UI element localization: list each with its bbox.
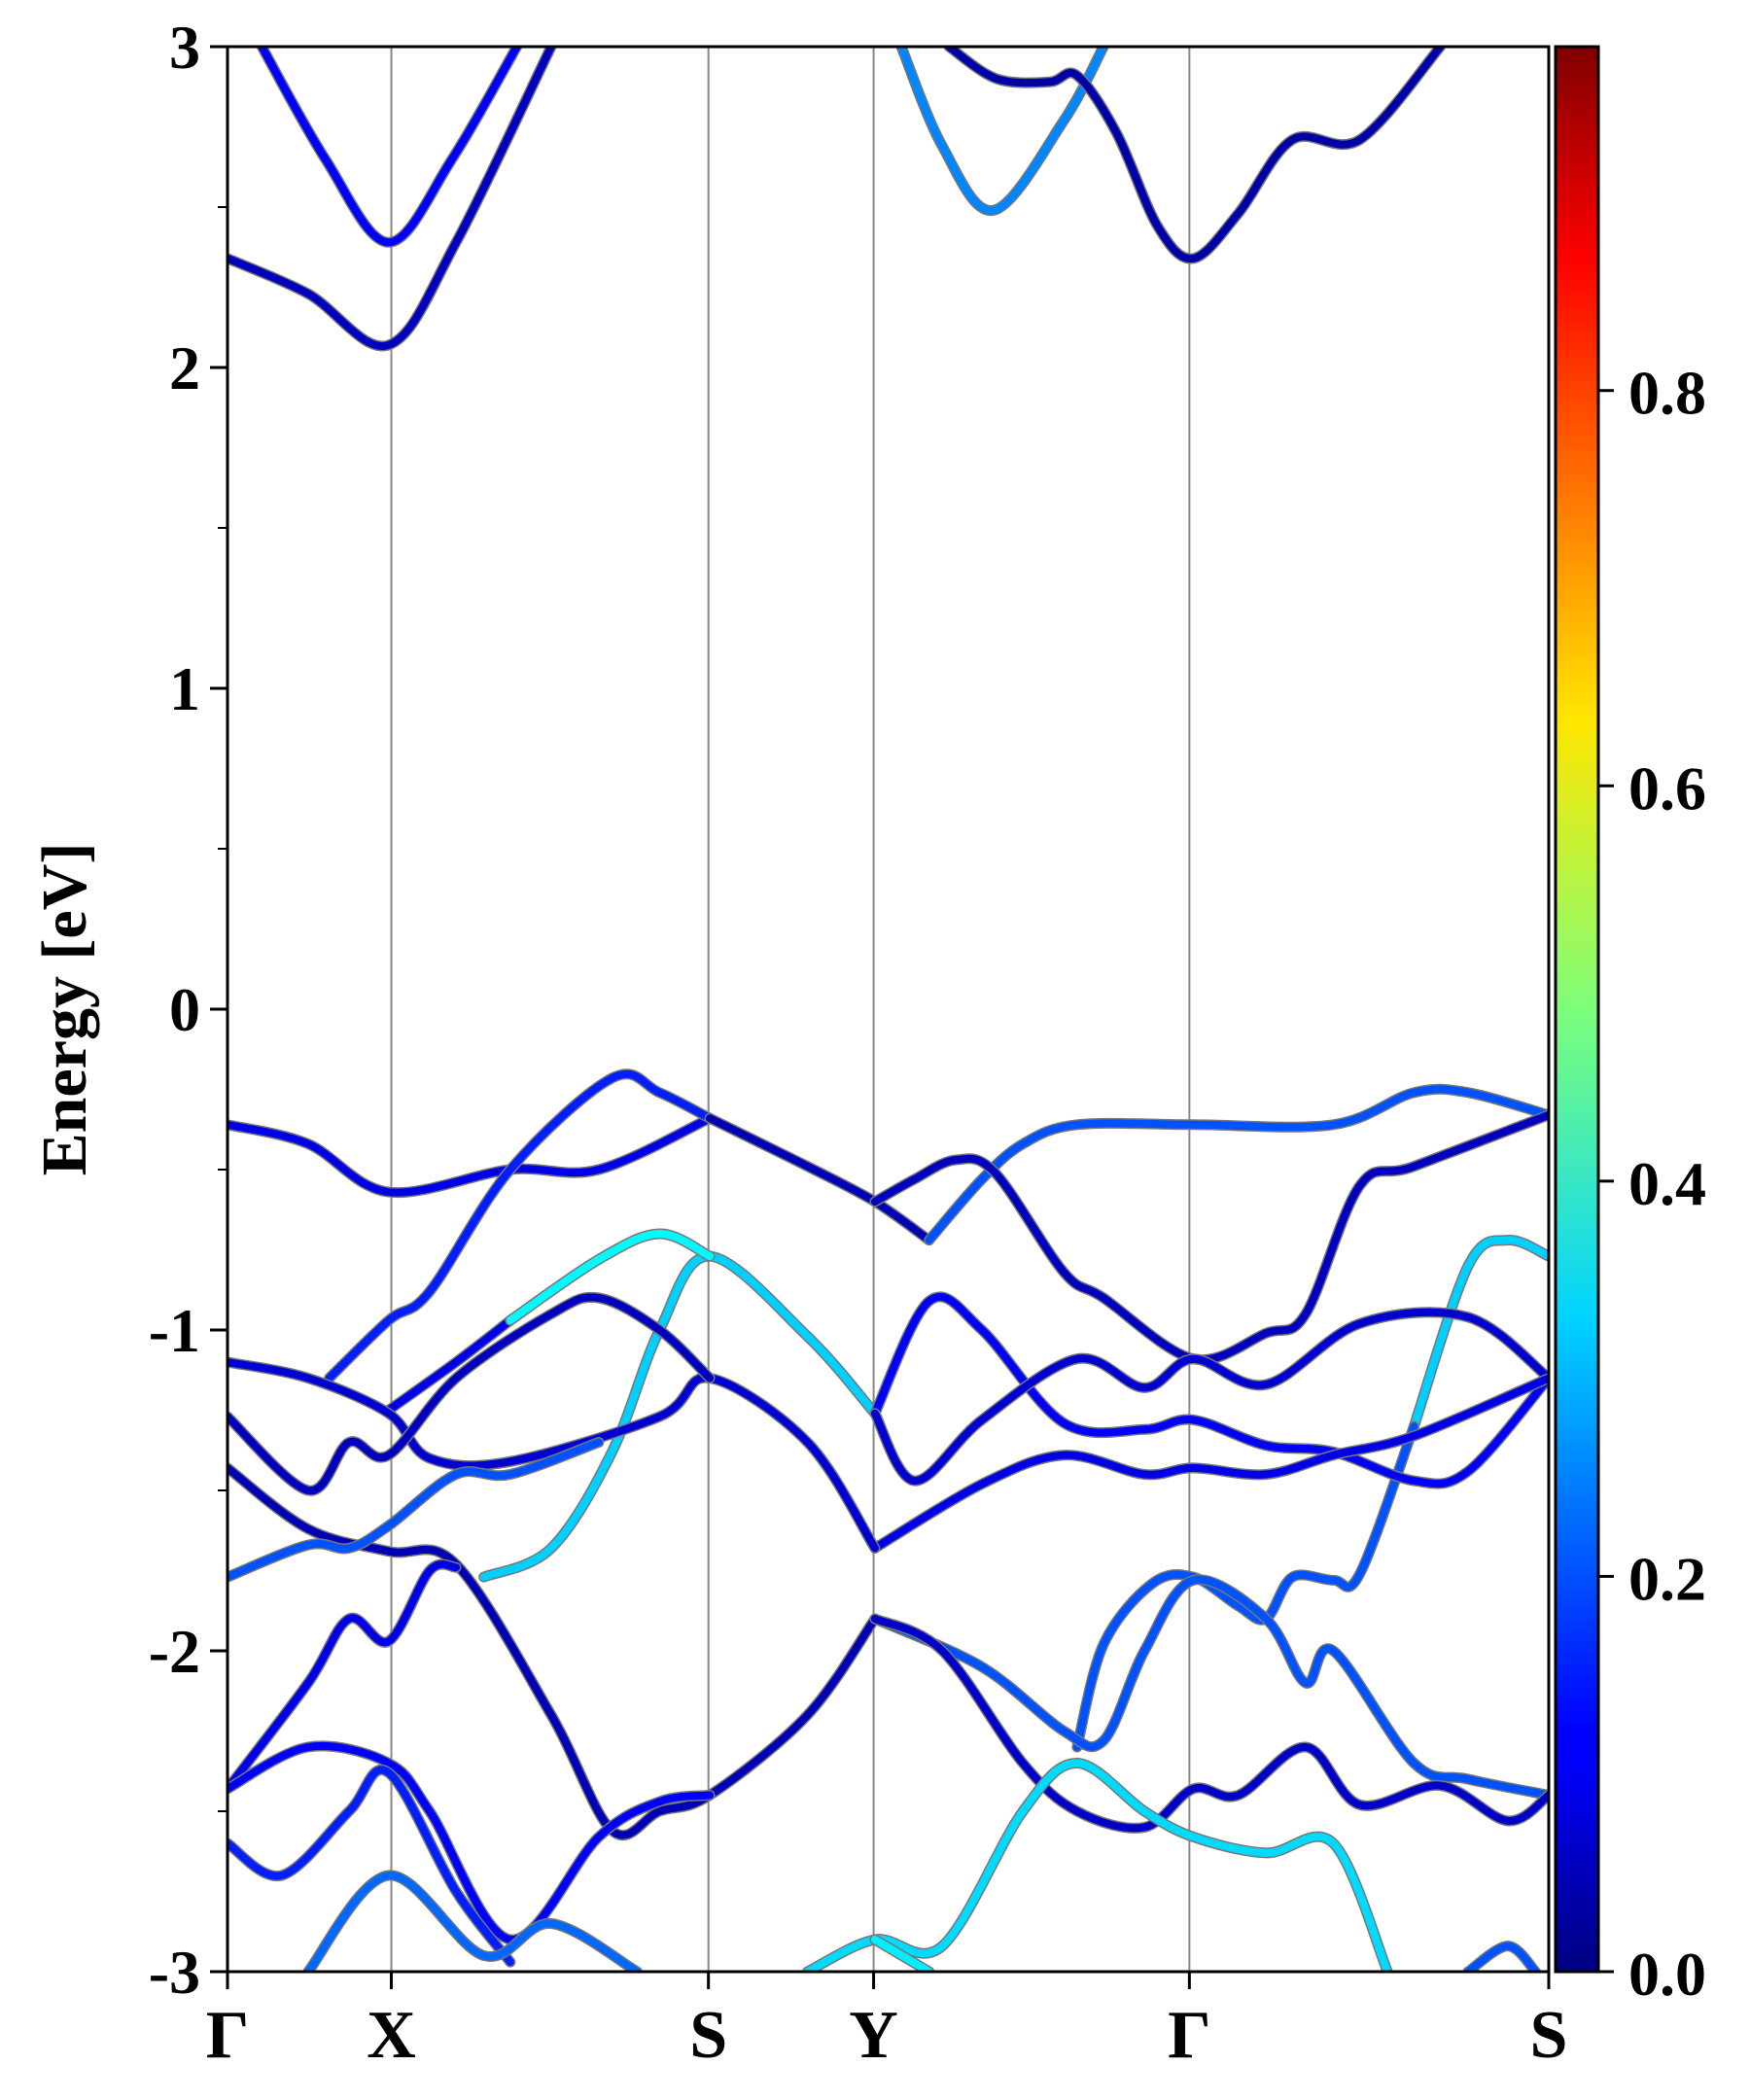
band-1 [228,47,555,350]
band-16 [870,1374,1549,1553]
band-23 [228,1766,514,1967]
x-tick-label: Y [849,1998,898,2073]
band-29 [1464,1942,1540,1972]
band-3 [945,47,1445,262]
y-tick-label: 3 [169,13,200,82]
band-24 [303,1872,642,1972]
colorbar-tick-label: 0.2 [1628,1544,1706,1613]
band-outline [256,47,523,248]
colorbar-tick-label: 0.4 [1628,1149,1706,1218]
band-13 [1072,1422,1418,1751]
y-tick-label: 2 [169,333,200,402]
band-15 [870,1308,1549,1486]
band-22 [228,1741,715,1944]
colorbar-tick-label: 0.0 [1628,1940,1706,2009]
band-10 [384,1316,514,1415]
band-9 [479,1252,879,1582]
high-symmetry-lines [390,47,1191,1972]
colorbar [1554,45,1600,1974]
band-outline [228,47,557,352]
band-outline [869,1613,1549,1834]
band-outline [869,1373,1549,1554]
colorbar-tick-label: 0.6 [1628,753,1706,822]
plot-frame [226,45,1551,1974]
x-tick-label: S [1530,1998,1568,2073]
band-outline [943,47,1447,264]
band-12 [1410,1236,1549,1430]
band-outline [228,1765,516,1968]
band-outline [478,1250,881,1583]
x-tick-label: S [689,1998,727,2073]
bands [228,47,1549,1972]
band-18 [228,1293,715,1495]
band-7 [925,1085,1549,1244]
band-20 [228,1438,603,1582]
band-0 [258,47,521,247]
band-14 [870,1292,1549,1488]
band-25 [870,1575,1549,1800]
y-tick-label: -1 [149,1296,200,1365]
x-tick-label: Γ [1168,1998,1211,2073]
x-tick-label: X [367,1998,416,2073]
band-11 [506,1229,715,1325]
x-tick-label: Γ [206,1998,250,2073]
y-tick-label: -3 [149,1938,200,2007]
y-tick-label: 0 [169,975,200,1044]
colorbar-ticks: 0.0 0.2 0.4 0.6 0.8 [1598,359,1706,2009]
band-26 [870,1615,1549,1833]
band-5 [325,1069,715,1382]
band-2 [897,47,1108,215]
y-axis-ticks: -3 -2 -1 0 1 2 3 [149,13,228,2007]
band-outline [228,1558,462,1795]
y-tick-label: -2 [149,1617,200,1686]
y-tick-label: 1 [169,654,200,723]
colorbar-tick-label: 0.8 [1628,359,1706,428]
band-28 [870,1936,933,1972]
band-6 [706,1114,933,1244]
band-21 [228,1560,461,1793]
band-27 [803,1759,1392,1972]
band-4 [228,1114,715,1197]
band-17 [228,1358,879,1553]
y-axis-label: Energy [eV] [29,843,100,1176]
band-outline [869,1307,1549,1487]
